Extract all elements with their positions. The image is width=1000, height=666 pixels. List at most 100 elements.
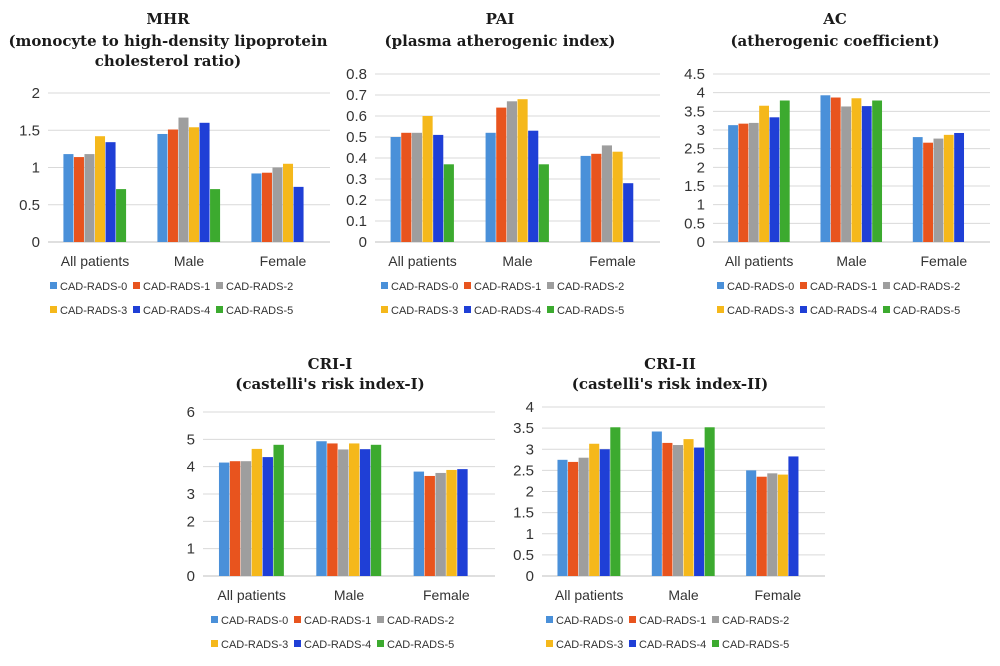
legend-swatch bbox=[464, 306, 471, 313]
legend: CAD-RADS-0 CAD-RADS-1 CAD-RADS-2 CAD-RADS-3… bbox=[717, 281, 960, 317]
y-tick-label: 5 bbox=[187, 431, 195, 448]
legend-swatch bbox=[377, 640, 384, 647]
bar-cad-rads-0-male bbox=[820, 95, 831, 242]
y-tick-label: 4.5 bbox=[684, 66, 705, 83]
bar-cad-rads-2-female bbox=[933, 138, 944, 242]
bar-cad-rads-2-all-patients bbox=[748, 122, 759, 242]
bar-cad-rads-1-male bbox=[830, 97, 841, 243]
bar-cad-rads-3-female bbox=[446, 469, 457, 576]
legend: CAD-RADS-0 CAD-RADS-1 CAD-RADS-2 CAD-RADS-3… bbox=[546, 615, 789, 651]
legend-swatch bbox=[800, 306, 807, 313]
legend-label: CAD-RADS-3 bbox=[727, 305, 794, 317]
y-tick-label: 1 bbox=[187, 541, 195, 558]
chart-subtitle-line-1: (castelli's risk index-II) bbox=[572, 375, 769, 393]
bar-cad-rads-4-all-patients bbox=[105, 142, 116, 242]
bar-cad-rads-2-female bbox=[272, 167, 283, 242]
x-category-label: Female bbox=[754, 587, 801, 603]
legend-item-cad-rads-1: CAD-RADS-1 bbox=[133, 281, 210, 293]
legend-swatch bbox=[546, 640, 553, 647]
legend-label: CAD-RADS-5 bbox=[226, 305, 293, 317]
x-category-label: All patients bbox=[61, 253, 129, 269]
bar-cad-rads-0-female bbox=[746, 470, 757, 576]
x-category-label: All patients bbox=[555, 587, 623, 603]
bar-cad-rads-0-female bbox=[580, 155, 591, 242]
legend-swatch bbox=[50, 306, 57, 313]
bar-cad-rads-3-male bbox=[517, 99, 528, 242]
bar-cad-rads-1-all-patients bbox=[738, 123, 749, 242]
chart-title: CRI-I bbox=[308, 355, 353, 373]
chart-title: MHR bbox=[146, 10, 190, 28]
bar-cad-rads-2-male bbox=[672, 445, 683, 576]
y-tick-label: 0.5 bbox=[513, 547, 534, 564]
plot-area: 0 0.5 1 1.5 2 All patients Male Female bbox=[19, 85, 330, 269]
legend-swatch bbox=[211, 640, 218, 647]
bar-cad-rads-1-male bbox=[327, 443, 338, 576]
bar-cad-rads-4-male bbox=[694, 447, 705, 576]
bar-cad-rads-5-male bbox=[210, 189, 221, 242]
legend-swatch bbox=[294, 640, 301, 647]
y-tick-label: 1.5 bbox=[513, 505, 534, 522]
legend-label: CAD-RADS-1 bbox=[143, 281, 210, 293]
legend-swatch bbox=[294, 616, 301, 623]
legend-label: CAD-RADS-5 bbox=[557, 305, 624, 317]
y-tick-label: 3 bbox=[697, 122, 705, 139]
plot-area: 0 0.51 1.5 22.5 3 3.54 4.5 All patients Male Fema… bbox=[684, 66, 990, 269]
y-tick-label: 2 bbox=[526, 484, 534, 501]
legend-swatch bbox=[381, 282, 388, 289]
x-category-label: Male bbox=[502, 253, 533, 269]
bar-cad-rads-4-female bbox=[457, 469, 468, 576]
legend-label: CAD-RADS-4 bbox=[639, 639, 706, 651]
y-tick-label: 1.5 bbox=[19, 122, 40, 139]
x-category-label: Female bbox=[920, 253, 967, 269]
bar-cad-rads-4-female bbox=[954, 132, 965, 242]
legend-swatch bbox=[547, 306, 554, 313]
y-tick-label: 0.5 bbox=[346, 129, 367, 146]
y-tick-label: 2 bbox=[187, 513, 195, 530]
x-category-label: Male bbox=[174, 253, 205, 269]
y-tick-label: 4 bbox=[187, 459, 195, 476]
chart-subtitle-line-1: (monocyte to high-density lipoprotein bbox=[8, 32, 327, 50]
bar-cad-rads-1-female bbox=[261, 172, 272, 242]
legend-swatch bbox=[216, 306, 223, 313]
bar-cad-rads-1-male bbox=[167, 129, 178, 242]
legend-label: CAD-RADS-2 bbox=[893, 281, 960, 293]
y-tick-label: 3 bbox=[187, 486, 195, 503]
bar-cad-rads-0-all-patients bbox=[728, 125, 738, 242]
bar-cad-rads-2-male bbox=[841, 106, 851, 242]
legend-label: CAD-RADS-5 bbox=[722, 639, 789, 651]
y-tick-label: 0 bbox=[697, 234, 705, 251]
x-category-label: Male bbox=[334, 587, 365, 603]
bar-cad-rads-3-all-patients bbox=[95, 136, 106, 242]
x-category-label: Female bbox=[260, 253, 307, 269]
legend-swatch bbox=[133, 306, 140, 313]
bar-cad-rads-3-all-patients bbox=[589, 443, 600, 576]
legend: CAD-RADS-0 CAD-RADS-1 CAD-RADS-2 CAD-RADS-3… bbox=[381, 281, 624, 317]
bar-cad-rads-3-female bbox=[612, 151, 623, 242]
legend-label: CAD-RADS-3 bbox=[221, 639, 288, 651]
legend-swatch bbox=[216, 282, 223, 289]
legend-item-cad-rads-5: CAD-RADS-5 bbox=[883, 305, 960, 317]
legend-label: CAD-RADS-3 bbox=[556, 639, 623, 651]
bar-cad-rads-1-female bbox=[424, 475, 435, 576]
y-tick-label: 1 bbox=[697, 197, 705, 214]
legend-label: CAD-RADS-1 bbox=[639, 615, 706, 627]
y-tick-label: 0.1 bbox=[346, 213, 367, 230]
legend-item-cad-rads-3: CAD-RADS-3 bbox=[546, 639, 623, 651]
legend-label: CAD-RADS-0 bbox=[391, 281, 458, 293]
legend: CAD-RADS-0 CAD-RADS-1 CAD-RADS-2 CAD-RADS-3… bbox=[50, 281, 293, 317]
legend-label: CAD-RADS-1 bbox=[810, 281, 877, 293]
bar-cad-rads-4-male bbox=[861, 106, 872, 243]
legend-label: CAD-RADS-4 bbox=[474, 305, 541, 317]
bar-cad-rads-3-male bbox=[683, 439, 694, 576]
bar-cad-rads-2-all-patients bbox=[411, 132, 422, 242]
bar-cad-rads-3-all-patients bbox=[759, 105, 770, 242]
legend-item-cad-rads-4: CAD-RADS-4 bbox=[133, 305, 210, 317]
legend-item-cad-rads-2: CAD-RADS-2 bbox=[712, 615, 789, 627]
chart-subtitle-line-1: (plasma atherogenic index) bbox=[385, 32, 616, 50]
y-tick-label: 0 bbox=[32, 234, 40, 251]
legend-item-cad-rads-5: CAD-RADS-5 bbox=[216, 305, 293, 317]
y-tick-label: 2.5 bbox=[684, 141, 705, 158]
x-category-label: Female bbox=[589, 253, 636, 269]
legend-item-cad-rads-2: CAD-RADS-2 bbox=[377, 615, 454, 627]
